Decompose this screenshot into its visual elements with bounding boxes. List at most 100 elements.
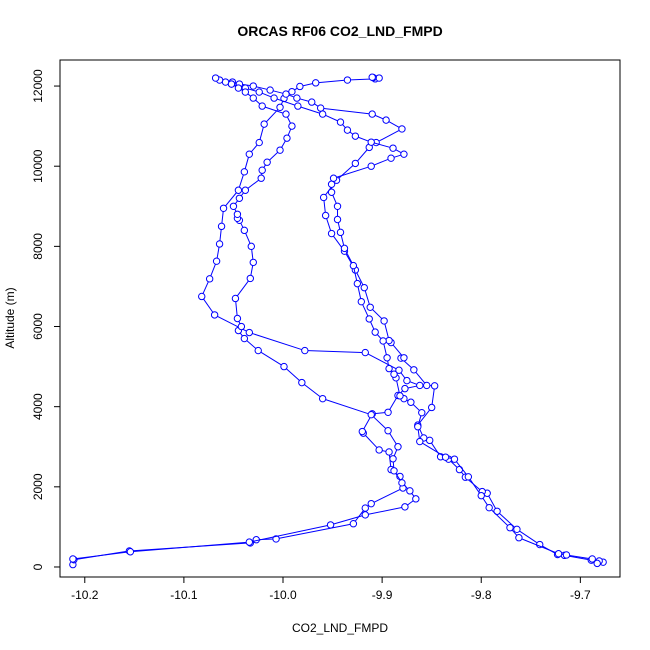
series-line-segment — [257, 350, 285, 368]
series-line-segment — [365, 506, 406, 516]
data-point — [255, 138, 263, 147]
data-point — [425, 436, 434, 445]
data-point — [400, 150, 408, 158]
data-point — [390, 370, 398, 378]
series-line-segment — [322, 398, 372, 416]
data-point — [455, 465, 464, 474]
data-point — [282, 90, 290, 98]
data-point — [367, 162, 375, 170]
data-point — [379, 337, 387, 345]
data-point — [371, 328, 379, 336]
data-point — [406, 487, 414, 495]
data-point — [382, 116, 390, 124]
data-point — [343, 126, 352, 134]
series-line-segment — [263, 106, 281, 125]
y-axis: 0 2000 4000 6000 8000 10000 12000 — [31, 69, 60, 570]
data-point — [276, 103, 284, 111]
series-line-segment — [301, 382, 323, 400]
data-point — [367, 410, 375, 419]
y-tick-label: 12000 — [31, 69, 45, 103]
data-point — [396, 392, 404, 400]
data-point — [257, 174, 265, 182]
data-point — [245, 538, 254, 546]
data-point — [198, 292, 206, 301]
data-point — [296, 82, 304, 91]
data-point — [361, 511, 369, 519]
data-point — [293, 94, 301, 102]
data-point — [418, 408, 426, 417]
data-point — [380, 317, 388, 325]
data-point — [357, 297, 366, 306]
data-point — [410, 366, 418, 374]
data-point — [375, 74, 383, 82]
data-point — [390, 467, 398, 475]
data-point — [205, 275, 214, 283]
series-line-segment — [223, 189, 239, 209]
data-point — [333, 215, 342, 224]
series-line-segment — [320, 107, 373, 115]
data-point — [485, 503, 493, 512]
series-line-segment — [566, 554, 593, 560]
data-point — [588, 555, 596, 563]
data-point — [385, 364, 393, 373]
data-point — [365, 315, 373, 323]
x-axis: -10.2 -10.1 -10.0 -9.9 -9.8 -9.7 — [71, 577, 591, 602]
data-point — [336, 118, 345, 126]
series-line-segment — [375, 128, 403, 144]
data-point — [398, 125, 406, 133]
data-point — [283, 134, 291, 142]
data-point — [288, 87, 296, 96]
data-point — [343, 76, 352, 84]
data-point — [414, 423, 422, 431]
data-point — [301, 346, 309, 355]
data-point — [333, 202, 342, 210]
data-point — [270, 94, 278, 102]
series-line-segment — [283, 366, 303, 383]
x-tick-label: -10.2 — [71, 588, 99, 602]
data-point — [562, 551, 571, 559]
data-point — [260, 120, 268, 128]
x-tick-label: -10.1 — [170, 588, 198, 602]
data-point — [327, 229, 336, 238]
series-line-segment — [249, 332, 305, 352]
data-point — [336, 228, 345, 237]
data-point — [515, 534, 523, 542]
series-line-segment — [488, 507, 511, 529]
data-point — [368, 73, 376, 81]
x-tick-label: -9.9 — [372, 588, 393, 602]
data-point — [353, 279, 362, 288]
data-point — [298, 378, 306, 387]
data-point — [234, 186, 243, 194]
x-tick-label: -10.0 — [269, 588, 297, 602]
data-point — [249, 94, 257, 102]
data-point — [398, 479, 406, 487]
data-point — [416, 437, 424, 446]
data-point — [366, 303, 374, 311]
series-layer — [69, 73, 607, 569]
data-point — [247, 242, 255, 251]
data-point — [450, 455, 459, 463]
series-line-segment — [275, 523, 354, 540]
data-point — [245, 328, 254, 337]
y-tick-label: 10000 — [31, 149, 45, 183]
data-point — [69, 555, 77, 563]
data-point — [367, 499, 375, 508]
data-point — [241, 88, 250, 96]
series-line-segment — [333, 165, 372, 179]
data-point — [318, 394, 327, 403]
series-line-segment — [454, 458, 469, 478]
data-point — [340, 244, 349, 253]
series-line-segment — [371, 141, 394, 149]
data-point — [221, 78, 230, 86]
data-point — [427, 403, 436, 412]
y-tick-label: 0 — [31, 563, 45, 570]
series-line-segment — [214, 314, 250, 333]
data-point — [513, 525, 521, 534]
data-point — [351, 159, 360, 168]
data-point — [464, 473, 473, 481]
data-point — [389, 455, 397, 463]
data-point — [385, 336, 393, 345]
data-point — [272, 535, 280, 543]
data-point — [389, 144, 397, 152]
